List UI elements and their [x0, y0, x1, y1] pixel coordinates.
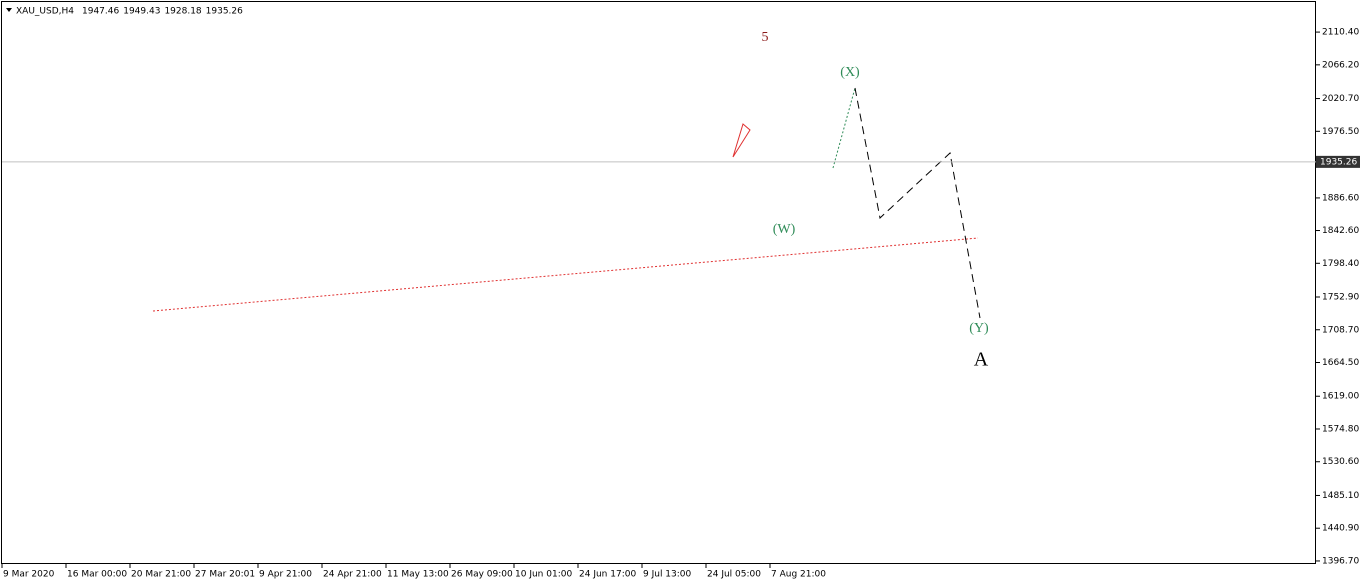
y-tick-label: 1530.60 — [1322, 457, 1359, 467]
triangle-drawing — [732, 123, 751, 158]
y-tick-label: 1752.90 — [1322, 293, 1359, 303]
header-value: 1947.46 — [82, 7, 119, 17]
symbol: XAU_USD,H4 — [16, 7, 74, 17]
projection-line — [854, 87, 981, 319]
projection-line — [832, 87, 856, 169]
header-arrow — [6, 8, 12, 12]
x-tick-label: 9 Apr 21:00 — [259, 570, 312, 580]
wave-label: A — [974, 349, 989, 371]
x-tick-label: 24 Jul 05:00 — [707, 570, 761, 580]
x-tick-label: 24 Jun 17:00 — [579, 570, 636, 580]
x-tick-label: 9 Jul 13:00 — [643, 570, 692, 580]
header-value: 1949.43 — [123, 7, 160, 17]
wave-label: (X) — [840, 65, 860, 80]
wave-label: (W) — [773, 222, 796, 237]
y-tick-label: 1842.60 — [1322, 226, 1359, 236]
y-tick-label: 1798.40 — [1322, 259, 1359, 269]
price-box — [1316, 155, 1360, 168]
price-label: 1935.26 — [1320, 157, 1357, 167]
x-tick-label: 26 May 09:00 — [451, 570, 513, 580]
y-tick-label: 1886.60 — [1322, 193, 1359, 203]
y-tick-label: 2110.40 — [1322, 28, 1359, 38]
y-tick-label: 2066.20 — [1322, 60, 1359, 70]
y-tick-label: 1485.10 — [1322, 491, 1359, 501]
x-tick-label: 11 May 13:00 — [387, 570, 449, 580]
header-value: 1928.18 — [164, 7, 201, 17]
y-tick-label: 1440.90 — [1322, 524, 1359, 534]
y-tick-label: 1574.80 — [1322, 424, 1359, 434]
x-tick-label: 10 Jun 01:00 — [515, 570, 572, 580]
wave-label: 5 — [762, 30, 769, 45]
wave-label: (Y) — [969, 321, 989, 336]
x-tick-label: 16 Mar 00:00 — [67, 570, 127, 580]
y-tick-label: 1396.70 — [1322, 556, 1359, 566]
header-value: 1935.26 — [206, 7, 243, 17]
x-tick-label: 27 Mar 20:01 — [195, 570, 255, 580]
y-tick-label: 2020.70 — [1322, 94, 1359, 104]
plot-frame — [1, 1, 1316, 564]
y-tick-label: 1976.50 — [1322, 127, 1359, 137]
header: XAU_USD,H4 — [6, 7, 74, 17]
y-tick-label: 1664.50 — [1322, 358, 1359, 368]
y-tick-label: 1708.70 — [1322, 325, 1359, 335]
y-tick-label: 1619.00 — [1322, 392, 1359, 402]
x-tick-label: 24 Apr 21:00 — [323, 570, 382, 580]
x-tick-label: 7 Aug 21:00 — [771, 570, 826, 580]
trend-line — [152, 237, 979, 312]
x-tick-label: 9 Mar 2020 — [3, 570, 55, 580]
x-tick-label: 20 Mar 21:00 — [131, 570, 191, 580]
